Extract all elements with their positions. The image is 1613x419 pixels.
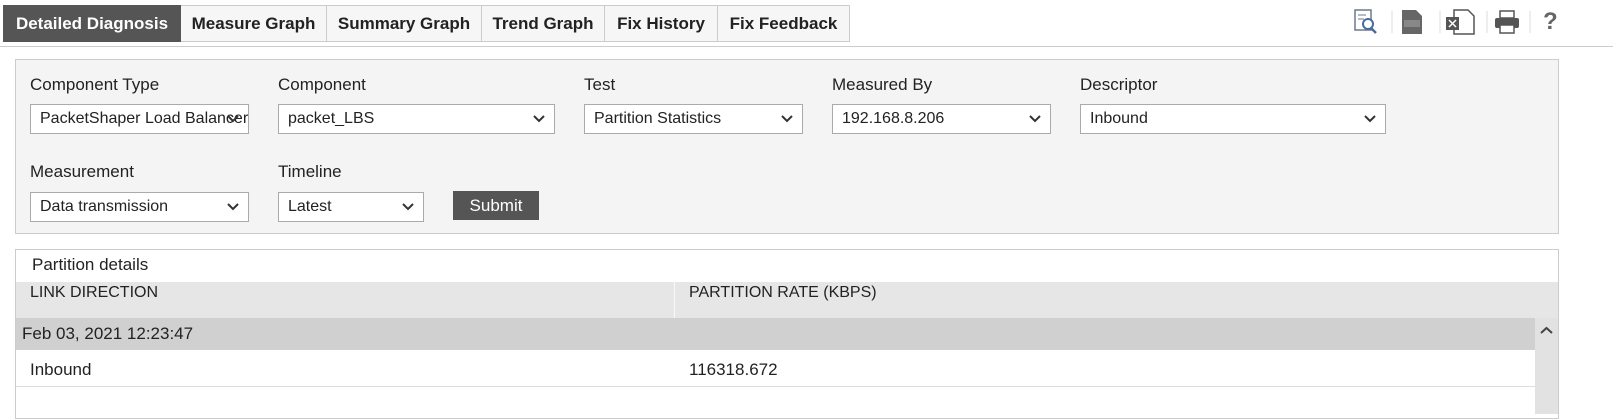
table-title: Partition details (32, 255, 149, 274)
field-label: Descriptor (1080, 75, 1158, 94)
dropdown[interactable]: Latest (278, 192, 424, 222)
field-label: Component Type (30, 75, 160, 94)
dropdown-value: Data transmission (40, 198, 169, 215)
dropdown-value: Latest (288, 198, 332, 215)
tab[interactable]: Measure Graph (181, 5, 327, 42)
tab-bar (0, 0, 1613, 47)
tab[interactable]: Fix History (605, 5, 718, 42)
help-icon[interactable]: ? (1543, 8, 1558, 35)
tab[interactable]: Summary Graph (327, 5, 482, 42)
column-header: LINK DIRECTION (30, 284, 159, 301)
submit-button[interactable]: Submit (453, 191, 539, 220)
dropdown-value: PacketShaper Load Balancer (40, 110, 249, 127)
pdf-icon[interactable] (1402, 10, 1422, 34)
print-icon[interactable] (1495, 10, 1519, 34)
table-header (16, 282, 1558, 318)
field-label: Measured By (832, 75, 933, 94)
excel-icon[interactable] (1446, 9, 1475, 35)
toolbar-icons (1354, 9, 1531, 35)
field-label: Test (584, 75, 616, 94)
dropdown[interactable]: Partition Statistics (584, 104, 803, 134)
dropdown[interactable]: packet_LBS (278, 104, 555, 134)
column-divider (674, 282, 675, 318)
group-row (16, 318, 1535, 350)
dropdown[interactable]: PacketShaper Load Balancer (30, 104, 249, 134)
dropdown-value: packet_LBS (288, 110, 375, 127)
filter-panel (15, 59, 1559, 234)
dropdown[interactable]: 192.168.8.206 (832, 104, 1051, 134)
dropdown-value: Partition Statistics (594, 110, 722, 127)
tab[interactable]: Fix Feedback (718, 5, 850, 42)
field-label: Timeline (278, 162, 342, 181)
scrollbar[interactable] (1535, 318, 1558, 414)
column-header: PARTITION RATE (KBPS) (689, 284, 877, 301)
search-icon[interactable] (1354, 9, 1377, 34)
dropdown[interactable]: Data transmission (30, 192, 249, 222)
field-label: Component (278, 75, 366, 94)
tab[interactable]: Detailed Diagnosis (3, 5, 181, 42)
dropdown-value: Inbound (1090, 110, 1148, 127)
dropdown[interactable]: Inbound (1080, 104, 1386, 134)
row-border (16, 386, 1535, 387)
field-label: Measurement (30, 162, 134, 181)
dropdown-value: 192.168.8.206 (842, 110, 945, 127)
cell: 116318.672 (689, 360, 778, 379)
scroll-up[interactable] (1535, 318, 1558, 342)
tab[interactable]: Trend Graph (482, 5, 605, 42)
group-label: Feb 03, 2021 12:23:47 (22, 324, 194, 343)
cell: Inbound (30, 360, 92, 379)
